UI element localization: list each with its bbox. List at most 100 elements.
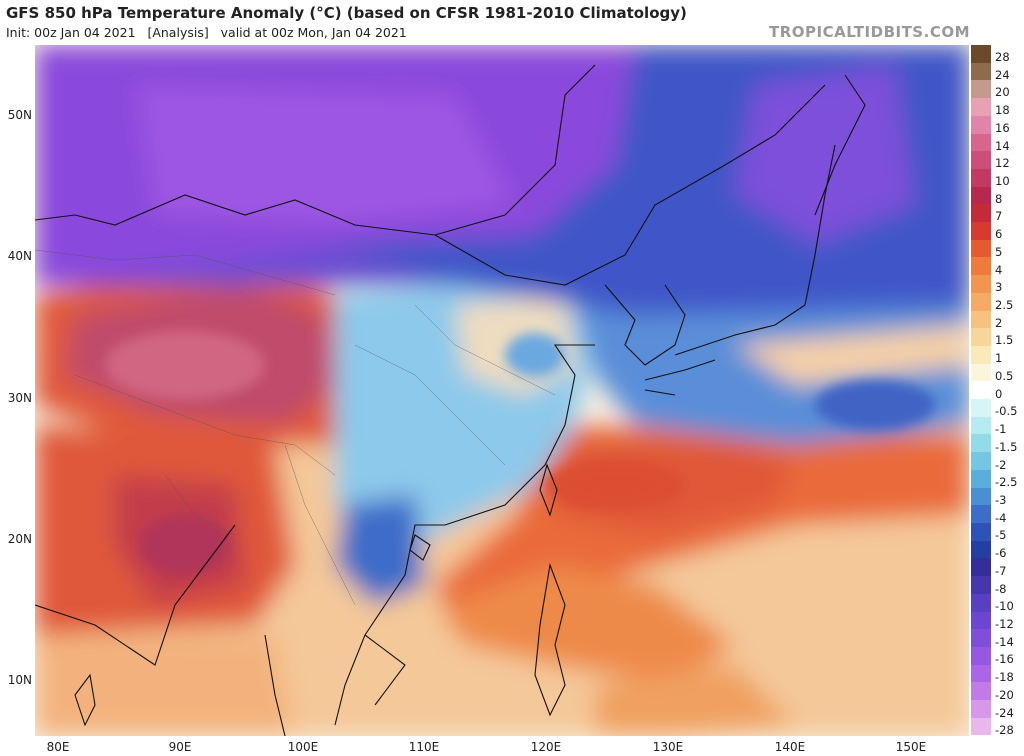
colorbar-label: 0 [995, 386, 1003, 401]
colorbar-label: -8 [995, 581, 1007, 596]
colorbar-swatch [971, 345, 991, 364]
colorbar-label: 16 [995, 120, 1010, 135]
colorbar-swatch [971, 487, 991, 506]
colorbar-label: -28 [995, 723, 1014, 738]
lon-label-130e: 130E [652, 740, 684, 754]
colorbar-label: 3 [995, 280, 1003, 295]
colorbar-swatch [971, 239, 991, 258]
colorbar-swatch [971, 540, 991, 559]
colorbar-label: -1.5 [995, 439, 1018, 454]
colorbar-swatch [971, 186, 991, 205]
colorbar-swatch [971, 62, 991, 81]
colorbar-label: 24 [995, 67, 1010, 82]
lon-label-90e: 90E [168, 740, 192, 754]
colorbar-swatch [971, 98, 991, 116]
coastlines [35, 64, 866, 736]
colorbar-label: 1 [995, 351, 1003, 366]
colorbar-swatch [971, 151, 991, 169]
colorbar-swatch [971, 363, 991, 382]
colorbar-swatch [971, 682, 991, 701]
lon-label-100e: 100E [287, 740, 319, 754]
colorbar-label: -2 [995, 457, 1007, 472]
colorbar-swatch [971, 399, 991, 417]
colorbar-swatch [971, 222, 991, 240]
lat-label-40n: 40N [7, 249, 32, 263]
colorbar-swatch [971, 115, 991, 134]
borders [35, 249, 556, 606]
colorbar-swatch [971, 275, 991, 293]
colorbar-label: -1 [995, 422, 1007, 437]
lon-label-120e: 120E [530, 740, 562, 754]
brand-watermark: TROPICALTIDBITS.COM [769, 23, 970, 41]
colorbar-swatch [971, 310, 991, 329]
colorbar-swatch [971, 558, 991, 577]
lat-label-30n: 30N [7, 391, 32, 405]
colorbar-label: -12 [995, 616, 1014, 631]
lat-label-20n: 20N [7, 532, 32, 546]
colorbar-label: -16 [995, 652, 1014, 667]
map-canvas [35, 45, 969, 736]
colorbar-label: 18 [995, 103, 1010, 118]
colorbar-label: -0.5 [995, 404, 1018, 419]
colorbar-swatch [971, 646, 991, 665]
colorbar-swatch [971, 469, 991, 488]
colorbar-label: -7 [995, 563, 1007, 578]
colorbar-swatch [971, 611, 991, 630]
colorbar-swatch [971, 416, 991, 435]
colorbar-label: 7 [995, 209, 1003, 224]
colorbar-label: 8 [995, 191, 1003, 206]
colorbar-swatch [971, 452, 991, 470]
map-subtitle: Init: 00z Jan 04 2021 [Analysis] valid a… [6, 25, 407, 40]
colorbar-label: -4 [995, 510, 1007, 525]
colorbar-label: -14 [995, 634, 1014, 649]
colorbar-label: -18 [995, 670, 1014, 685]
colorbar-label: 28 [995, 50, 1010, 64]
colorbar-label: 10 [995, 174, 1010, 189]
colorbar-label: -3 [995, 492, 1007, 507]
colorbar-label: 14 [995, 138, 1010, 153]
map-title: GFS 850 hPa Temperature Anomaly (°C) (ba… [6, 4, 687, 22]
colorbar-swatch [971, 505, 991, 523]
colorbar-label: -20 [995, 687, 1014, 702]
colorbar-swatch [971, 664, 991, 683]
colorbar-swatch [971, 292, 991, 311]
colorbar-swatch [971, 168, 991, 187]
lat-label-10n: 10N [7, 673, 32, 687]
colorbar-label: -6 [995, 546, 1007, 561]
colorbar-swatch [971, 576, 991, 594]
colorbar-swatch [971, 593, 991, 612]
colorbar-swatch [971, 257, 991, 276]
colorbar-swatch [971, 204, 991, 223]
colorbar-label: 4 [995, 262, 1003, 277]
colorbar-label: -24 [995, 705, 1014, 720]
colorbar-label: 12 [995, 156, 1010, 171]
colorbar-label: -5 [995, 528, 1007, 543]
colorbar-swatch [971, 700, 991, 718]
colorbar-swatch [971, 381, 991, 400]
colorbar-label: 2 [995, 315, 1003, 330]
anomaly-detail [105, 330, 935, 575]
colorbar [971, 45, 991, 736]
lon-label-140e: 140E [774, 740, 806, 754]
colorbar-label: -10 [995, 599, 1014, 614]
colorbar-label: 5 [995, 244, 1003, 259]
colorbar-label: 20 [995, 85, 1010, 100]
anomaly-map [35, 45, 969, 736]
lon-label-150e: 150E [895, 740, 927, 754]
lon-label-110e: 110E [408, 740, 440, 754]
colorbar-swatch [971, 522, 991, 541]
lon-label-80e: 80E [46, 740, 70, 754]
colorbar-label: 6 [995, 227, 1003, 242]
colorbar-swatch [971, 717, 991, 736]
colorbar-label: 1.5 [995, 333, 1014, 348]
colorbar-swatch [971, 133, 991, 152]
colorbar-swatch [971, 434, 991, 453]
lat-label-50n: 50N [7, 108, 32, 122]
colorbar-swatch [971, 328, 991, 346]
colorbar-swatch [971, 45, 991, 63]
colorbar-label: -2.5 [995, 475, 1018, 490]
colorbar-swatch [971, 80, 991, 99]
colorbar-label: 2.5 [995, 298, 1014, 313]
colorbar-label: 0.5 [995, 368, 1014, 383]
colorbar-swatch [971, 629, 991, 647]
